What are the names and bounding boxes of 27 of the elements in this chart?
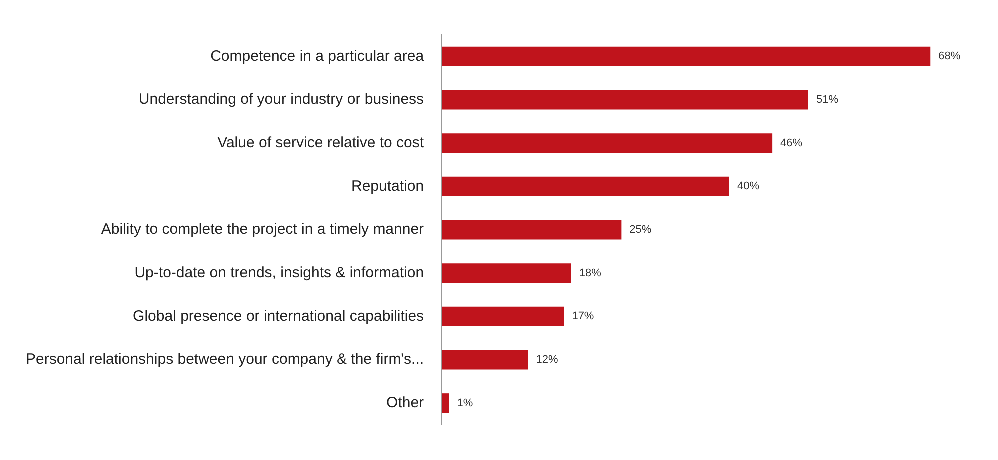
bar	[442, 264, 572, 284]
data-label: 1%	[457, 397, 474, 410]
bar	[442, 46, 931, 66]
y-tick-label: Ability to complete the project in a timely manner	[101, 221, 424, 238]
y-tick-label: Reputation	[351, 178, 424, 195]
bar	[442, 176, 730, 196]
y-tick-label: Personal relationships between your company & the firm's...	[26, 351, 424, 368]
bar	[442, 394, 450, 414]
data-label: 12%	[536, 354, 559, 366]
bar	[442, 134, 773, 154]
data-label: 46%	[780, 137, 803, 150]
data-label: 18%	[579, 267, 602, 280]
y-tick-label: Value of service relative to cost	[218, 134, 425, 152]
bar	[442, 90, 808, 110]
y-tick-label: Other	[386, 394, 424, 412]
data-label: 51%	[816, 94, 839, 106]
y-tick-label: Understanding of your industry or business	[138, 91, 424, 108]
y-tick-label: Up-to-date on trends, insights & information	[134, 264, 424, 282]
bar	[442, 350, 528, 370]
bar	[442, 220, 622, 240]
bar	[442, 306, 564, 326]
data-label: 68%	[938, 50, 961, 63]
data-label: 17%	[572, 310, 594, 323]
data-label: 25%	[630, 224, 652, 236]
data-label: 40%	[737, 180, 760, 193]
y-tick-label: Global presence or international capabilities	[133, 308, 424, 325]
y-tick-label: Competence in a particular area	[210, 48, 425, 65]
